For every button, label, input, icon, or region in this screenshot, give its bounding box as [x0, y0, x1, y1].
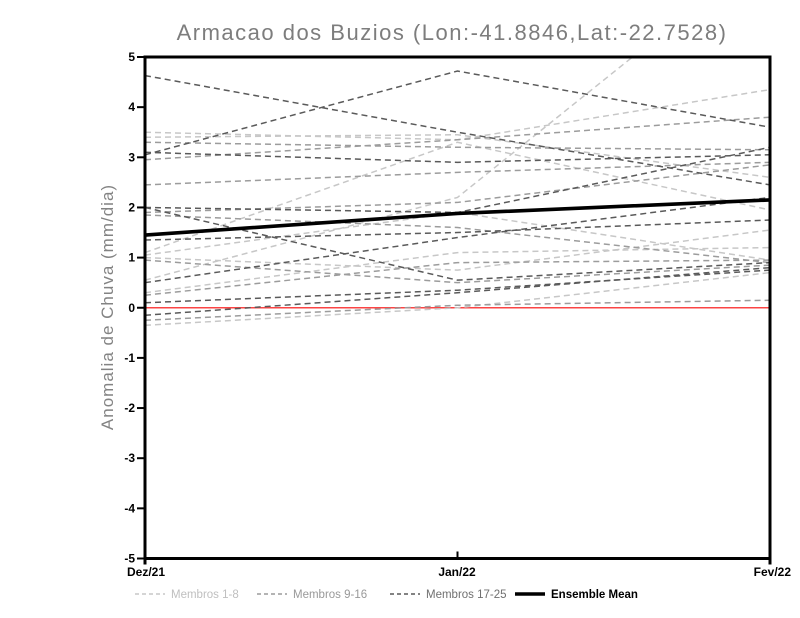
plot-frame — [143, 55, 772, 560]
ensemble-mean-line — [145, 198, 770, 237]
series-lines — [145, 57, 770, 327]
ensemble-member-line — [145, 259, 770, 284]
legend-label: Ensemble Mean — [551, 589, 638, 601]
y-tick-label: 4 — [128, 100, 135, 114]
plot-area: 5 4 3 2 1 0 -1 -2 -3 -4 -5 Membros 1-8 Membros 9-16 M… — [124, 50, 772, 601]
x-tick-label-dez: Dez/21 — [127, 565, 165, 579]
y-tick-label: 5 — [128, 50, 135, 64]
legend-label: Membros 9-16 — [293, 589, 367, 601]
legend-item: Membros 1-8 — [135, 589, 239, 601]
y-tick-label: -3 — [124, 451, 135, 465]
ensemble-member-line — [145, 271, 770, 327]
y-tick-label: -4 — [124, 501, 135, 515]
y-tick-label: 1 — [128, 251, 135, 265]
legend-label: Membros 17-25 — [426, 589, 507, 601]
ensemble-member-line — [145, 88, 770, 141]
y-tick-label: 3 — [128, 150, 135, 164]
legend-item: Membros 9-16 — [257, 589, 367, 601]
y-tick-label: 2 — [128, 200, 135, 214]
ensemble-member-line — [145, 269, 770, 304]
ensemble-member-line — [145, 229, 770, 271]
ensemble-member-line — [145, 116, 770, 161]
legend-label: Membros 1-8 — [171, 589, 239, 601]
ensemble-member-line — [145, 74, 770, 186]
ensemble-member-line — [145, 57, 634, 281]
chart-title: Armacao dos Buzios (Lon:-41.8846,Lat:-22… — [177, 20, 728, 45]
y-tick-label: -2 — [124, 401, 135, 415]
ensemble-member-line — [145, 161, 770, 186]
ensemble-member-line — [145, 266, 770, 317]
y-tick-label: -5 — [124, 552, 135, 566]
ensemble-member-line — [145, 141, 770, 254]
y-tick-label: -1 — [124, 351, 135, 365]
legend-item: Ensemble Mean — [515, 589, 638, 601]
ensemble-member-line — [145, 259, 770, 296]
x-tick-label-fev: Fev/22 — [754, 565, 792, 579]
ensemble-member-line — [145, 133, 770, 179]
legend-item: Membros 17-25 — [390, 589, 507, 601]
y-tick-label: 0 — [128, 301, 135, 315]
ensemble-member-line — [145, 70, 770, 156]
ensemble-member-line — [145, 141, 770, 151]
ensemble-member-line — [145, 219, 770, 241]
ensemble-member-line — [145, 299, 770, 322]
y-axis-label: Anomalia de Chuva (mm/dia) — [98, 184, 117, 430]
ensemble-member-line — [145, 151, 770, 164]
ensemble-member-line — [145, 246, 770, 294]
ensemble-member-line — [145, 214, 770, 264]
x-tick-label-jan: Jan/22 — [438, 565, 476, 579]
ensemble-member-line — [145, 196, 770, 284]
ensemble-member-line — [145, 206, 770, 281]
